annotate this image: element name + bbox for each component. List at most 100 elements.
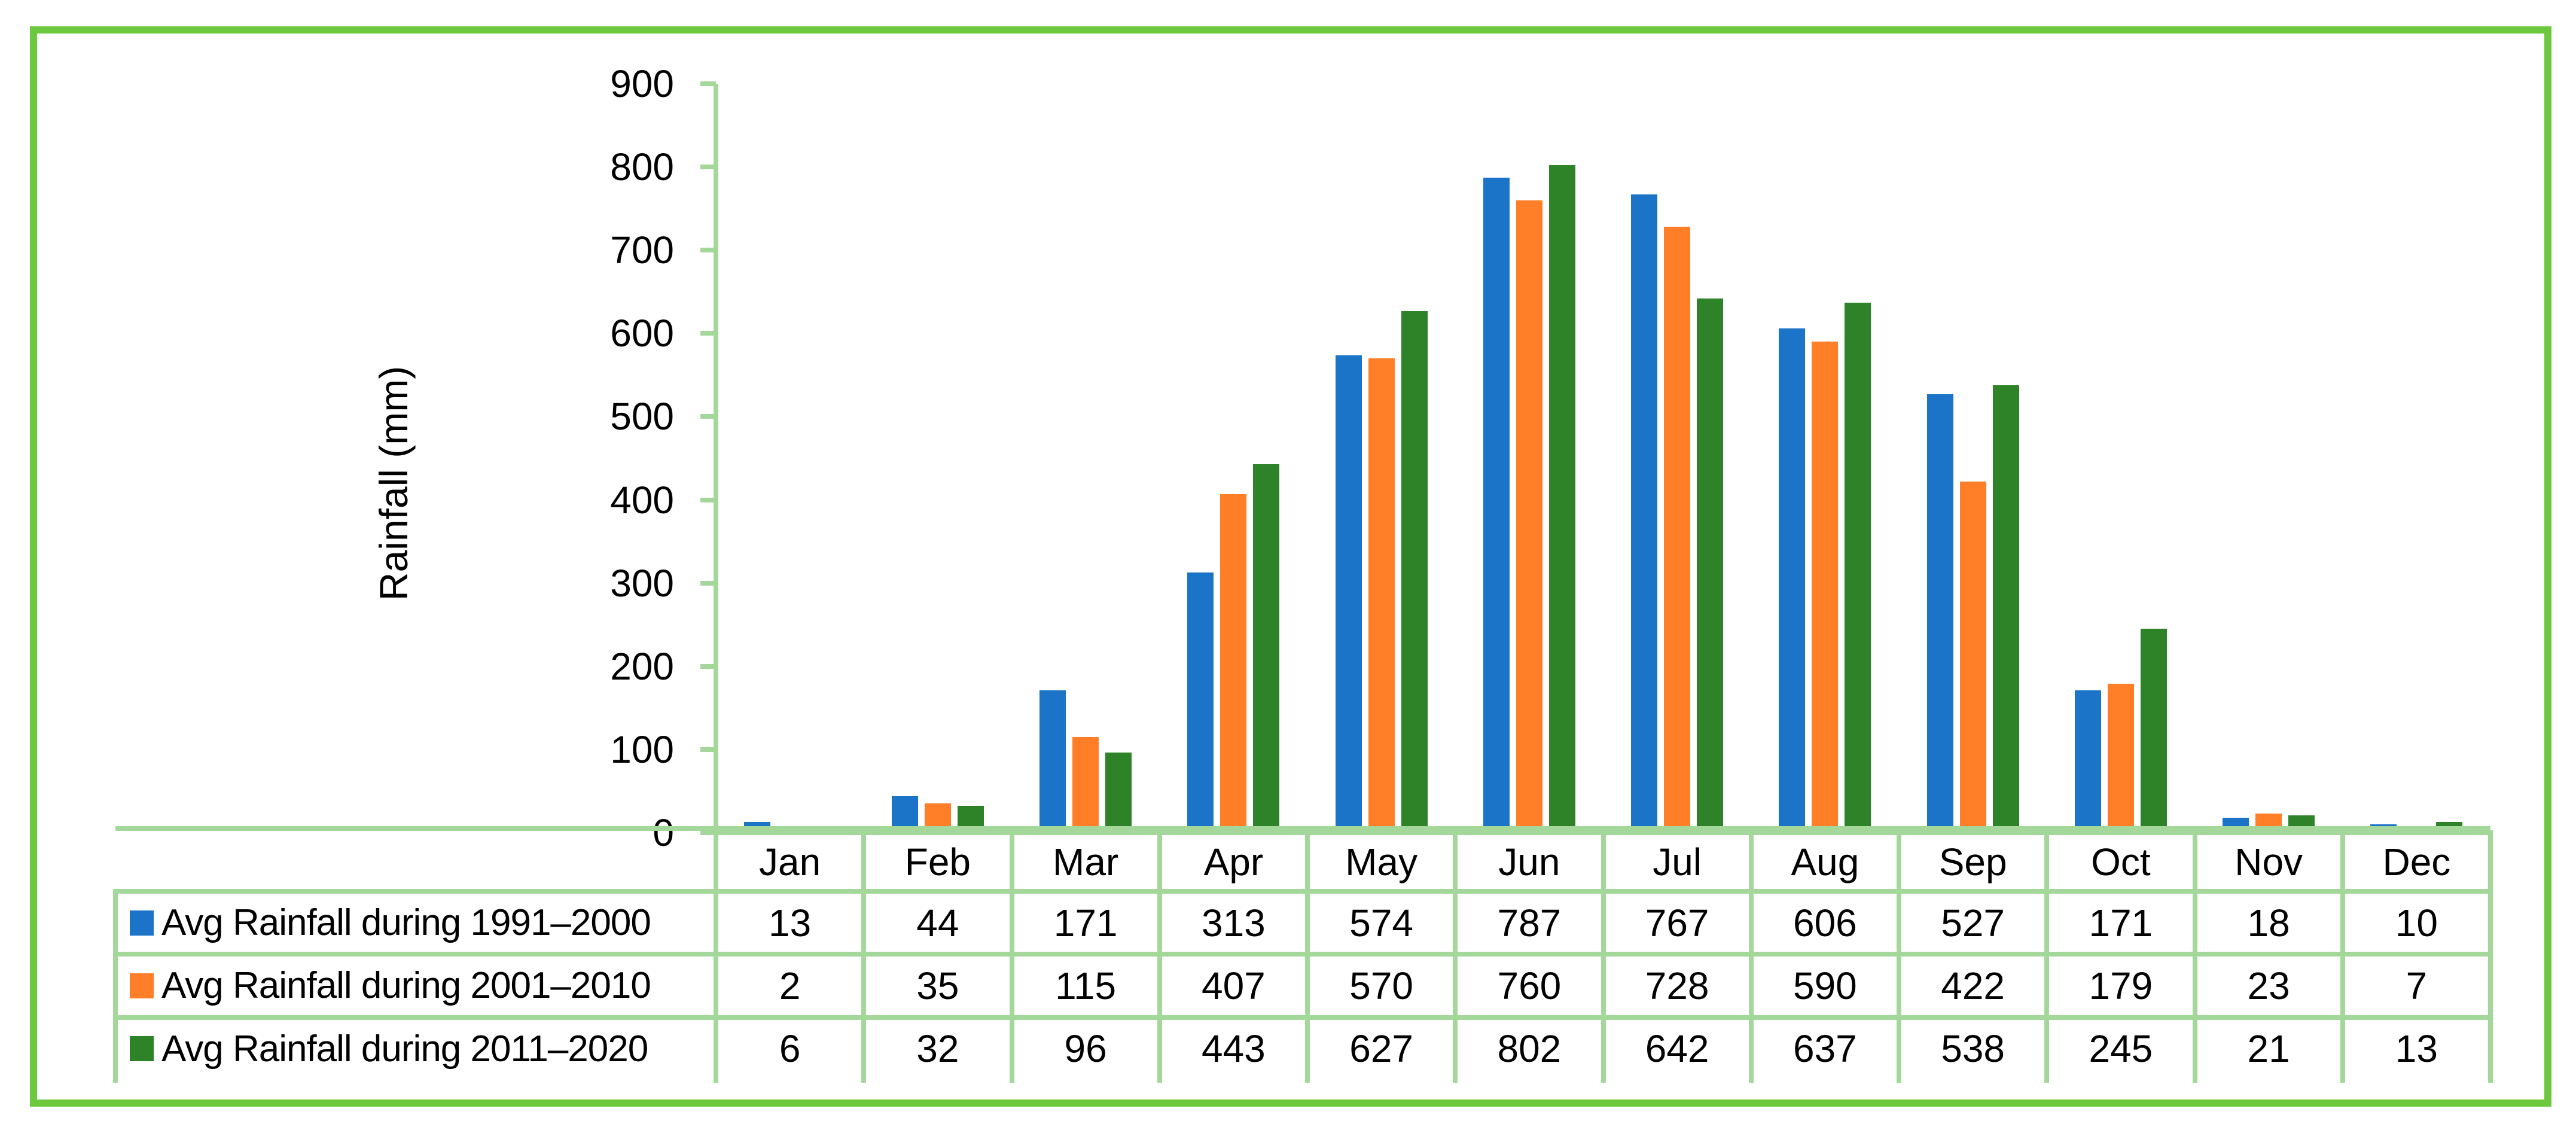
value-cell: 179 xyxy=(2089,964,2153,1007)
bar-series3-apr xyxy=(1253,464,1280,833)
table-col-line-8 xyxy=(1897,830,1901,1083)
y-tick-label: 700 xyxy=(610,229,674,272)
value-cell: 96 xyxy=(1064,1027,1107,1071)
bar-series1-sep xyxy=(1926,394,1953,833)
y-tick-label: 300 xyxy=(610,561,674,605)
legend-cell: Avg Rainfall during 1991–2000 xyxy=(115,891,716,954)
value-cell: 407 xyxy=(1201,964,1266,1007)
value-cell: 627 xyxy=(1349,1027,1414,1071)
value-cell: 32 xyxy=(916,1027,959,1071)
y-tick-mark xyxy=(700,414,716,419)
bar-series3-may xyxy=(1401,310,1428,833)
month-header-cell: Jan xyxy=(759,840,821,884)
legend-label: Avg Rainfall during 2001–2010 xyxy=(161,965,651,1007)
y-tick-label: 500 xyxy=(610,395,674,438)
y-tick-label: 900 xyxy=(610,62,674,105)
y-tick-label: 0 xyxy=(653,811,674,854)
value-cell: 23 xyxy=(2247,964,2290,1007)
y-tick-mark xyxy=(700,331,716,336)
value-cell: 802 xyxy=(1497,1027,1562,1071)
bar-series2-oct xyxy=(2107,683,2134,833)
month-header-cell: Feb xyxy=(904,840,971,884)
value-cell: 313 xyxy=(1201,901,1266,945)
month-header-cell: Aug xyxy=(1791,840,1859,884)
y-tick-mark xyxy=(700,248,716,253)
bar-series3-oct xyxy=(2140,629,2167,833)
value-cell: 2 xyxy=(779,964,801,1007)
value-cell: 35 xyxy=(916,964,959,1007)
y-tick-label: 400 xyxy=(610,478,674,522)
value-cell: 574 xyxy=(1349,901,1414,945)
value-cell: 13 xyxy=(2395,1027,2438,1071)
value-cell: 760 xyxy=(1497,964,1562,1007)
table-row-line-0 xyxy=(115,826,2490,831)
month-header-cell: Oct xyxy=(2091,840,2151,884)
month-header-cell: Apr xyxy=(1203,840,1264,884)
legend-cell: Avg Rainfall during 2011–2020 xyxy=(115,1018,716,1080)
bar-series2-jul xyxy=(1664,227,1691,833)
bar-series2-jun xyxy=(1516,200,1542,833)
month-header-cell: Jun xyxy=(1498,840,1560,884)
value-cell: 728 xyxy=(1645,964,1709,1007)
legend-swatch xyxy=(130,1036,154,1062)
bar-series2-aug xyxy=(1812,342,1839,833)
value-cell: 767 xyxy=(1645,901,1709,945)
bar-series1-mar xyxy=(1039,690,1066,833)
y-tick-mark xyxy=(700,81,716,86)
table-col-line-10 xyxy=(2192,830,2197,1083)
value-cell: 13 xyxy=(769,901,812,945)
legend-swatch xyxy=(130,973,154,998)
y-tick-label: 800 xyxy=(610,145,674,189)
value-cell: 527 xyxy=(1941,901,2005,945)
bar-series3-mar xyxy=(1105,753,1132,833)
bar-series2-may xyxy=(1368,358,1395,833)
y-tick-mark xyxy=(700,580,716,586)
table-col-line-9 xyxy=(2044,830,2050,1083)
bar-series1-may xyxy=(1335,355,1362,833)
y-tick-mark xyxy=(700,497,716,502)
y-tick-label: 200 xyxy=(610,644,674,688)
value-cell: 422 xyxy=(1941,964,2005,1007)
legend-label: Avg Rainfall during 2011–2020 xyxy=(161,1028,648,1070)
table-col-line-1 xyxy=(861,830,867,1083)
month-header-cell: May xyxy=(1345,840,1418,884)
y-tick-mark xyxy=(700,663,716,669)
value-cell: 637 xyxy=(1792,1027,1857,1071)
value-cell: 443 xyxy=(1201,1027,1266,1071)
value-cell: 245 xyxy=(2089,1027,2153,1071)
y-tick-label: 100 xyxy=(610,727,674,771)
bar-series3-jun xyxy=(1548,165,1575,833)
value-cell: 606 xyxy=(1792,901,1857,945)
figure-border-frame xyxy=(30,26,2551,1107)
value-cell: 171 xyxy=(1053,901,1118,945)
bar-series1-oct xyxy=(2074,690,2101,833)
y-tick-mark xyxy=(700,165,716,170)
y-tick-mark xyxy=(700,747,716,752)
bar-series1-apr xyxy=(1187,572,1214,833)
legend-cell: Avg Rainfall during 2001–2010 xyxy=(115,954,716,1017)
table-col-line-7 xyxy=(1748,830,1754,1083)
table-col-line-5 xyxy=(1453,830,1458,1083)
value-cell: 787 xyxy=(1497,901,1562,945)
table-col-line-6 xyxy=(1601,830,1606,1083)
table-row-line-1 xyxy=(115,889,2490,894)
month-header-cell: Dec xyxy=(2382,840,2451,884)
bar-series3-aug xyxy=(1845,302,1871,833)
month-header-cell: Nov xyxy=(2234,840,2303,884)
table-col-line-2 xyxy=(1009,830,1014,1083)
month-header-cell: Mar xyxy=(1053,840,1119,884)
table-row-line-3 xyxy=(115,1015,2490,1020)
table-col-line-4 xyxy=(1305,830,1310,1083)
value-cell: 590 xyxy=(1792,964,1857,1007)
y-axis-title: Rainfall (mm) xyxy=(371,366,416,601)
y-axis-line xyxy=(714,84,718,1083)
value-cell: 44 xyxy=(916,901,959,945)
month-header-cell: Jul xyxy=(1653,840,1702,884)
bar-series2-mar xyxy=(1072,737,1099,833)
legend-swatch xyxy=(130,910,154,936)
bar-series2-sep xyxy=(1959,481,1986,833)
value-cell: 538 xyxy=(1941,1027,2005,1071)
table-left-border xyxy=(113,889,118,1083)
table-col-line-3 xyxy=(1157,830,1162,1083)
value-cell: 570 xyxy=(1349,964,1414,1007)
